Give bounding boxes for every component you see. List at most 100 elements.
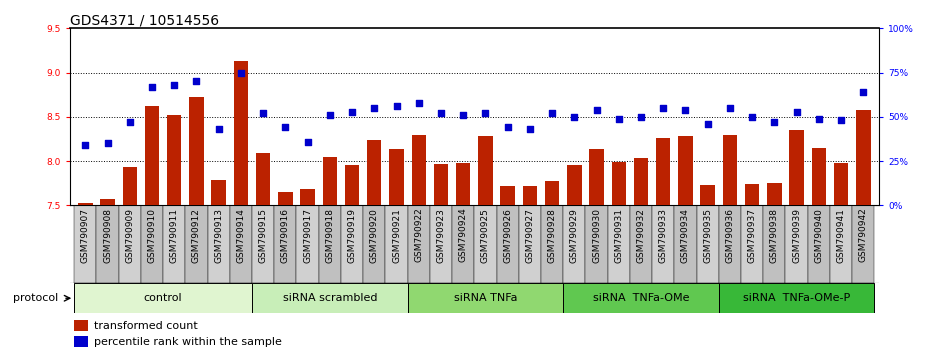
Bar (541, 205, 564, 283)
Text: GSM790922: GSM790922 (414, 208, 423, 262)
Text: GSM790928: GSM790928 (548, 208, 556, 263)
Bar (123, 167, 137, 205)
Text: GSM790937: GSM790937 (748, 208, 757, 263)
Point (611, 116, 626, 121)
Text: GSM790914: GSM790914 (236, 208, 246, 263)
Bar (300, 189, 315, 205)
Bar (430, 205, 452, 283)
Text: GSM790923: GSM790923 (436, 208, 445, 263)
Bar (674, 205, 697, 283)
Point (389, 103, 404, 109)
Bar (523, 186, 538, 205)
Text: GSM790929: GSM790929 (570, 208, 578, 263)
Bar (497, 205, 519, 283)
Bar (74, 205, 97, 283)
Bar (745, 184, 760, 205)
Point (78, 142, 93, 148)
Point (811, 116, 826, 121)
Point (767, 119, 782, 125)
Text: GSM790921: GSM790921 (392, 208, 401, 263)
Text: GSM790932: GSM790932 (636, 208, 645, 263)
Bar (256, 153, 271, 205)
Point (589, 107, 604, 113)
Bar (252, 283, 407, 313)
Text: siRNA TNFa: siRNA TNFa (454, 293, 517, 303)
Bar (697, 205, 719, 283)
Bar (207, 205, 230, 283)
Bar (163, 205, 185, 283)
Bar (633, 158, 648, 205)
Bar (297, 205, 319, 283)
Bar (500, 186, 515, 205)
Text: GSM790939: GSM790939 (792, 208, 801, 263)
Bar (385, 205, 407, 283)
Point (500, 125, 515, 130)
Text: GSM790927: GSM790927 (525, 208, 535, 263)
Bar (73, 320, 88, 331)
Text: GSM790942: GSM790942 (858, 208, 868, 262)
Bar (812, 148, 826, 205)
Bar (586, 205, 607, 283)
Bar (433, 164, 448, 205)
Text: GSM790916: GSM790916 (281, 208, 290, 263)
Text: GSM790907: GSM790907 (81, 208, 90, 263)
Point (123, 119, 138, 125)
Bar (478, 136, 493, 205)
Text: GSM790912: GSM790912 (192, 208, 201, 263)
Point (233, 70, 248, 75)
Bar (564, 205, 586, 283)
Bar (545, 181, 559, 205)
Bar (452, 205, 474, 283)
Bar (830, 205, 852, 283)
Text: GDS4371 / 10514556: GDS4371 / 10514556 (70, 13, 219, 27)
Bar (73, 336, 88, 347)
Bar (411, 136, 426, 205)
Bar (407, 205, 430, 283)
Text: GSM790919: GSM790919 (348, 208, 356, 263)
Bar (852, 205, 874, 283)
Bar (390, 149, 404, 205)
Point (700, 121, 715, 127)
Point (633, 114, 648, 120)
Bar (319, 205, 341, 283)
Point (656, 105, 671, 111)
Point (545, 110, 560, 116)
Bar (808, 205, 830, 283)
Bar (719, 283, 874, 313)
Text: GSM790935: GSM790935 (703, 208, 712, 263)
Bar (252, 205, 274, 283)
Text: GSM790941: GSM790941 (837, 208, 845, 263)
Point (678, 107, 693, 113)
Bar (764, 205, 786, 283)
Bar (590, 149, 604, 205)
Point (189, 79, 204, 84)
Text: GSM790931: GSM790931 (615, 208, 623, 263)
Text: GSM790908: GSM790908 (103, 208, 112, 263)
Text: protocol: protocol (13, 293, 59, 303)
Bar (140, 205, 163, 283)
Bar (233, 61, 248, 205)
Point (723, 105, 737, 111)
Text: GSM790920: GSM790920 (370, 208, 379, 263)
Bar (767, 183, 781, 205)
Bar (167, 115, 181, 205)
Bar (278, 192, 293, 205)
Text: GSM790913: GSM790913 (214, 208, 223, 263)
Text: transformed count: transformed count (94, 321, 198, 331)
Bar (230, 205, 252, 283)
Text: siRNA scrambled: siRNA scrambled (283, 293, 377, 303)
Bar (652, 205, 674, 283)
Text: GSM790936: GSM790936 (725, 208, 735, 263)
Point (166, 82, 181, 88)
Point (211, 126, 226, 132)
Text: GSM790926: GSM790926 (503, 208, 512, 263)
Bar (678, 136, 693, 205)
Text: GSM790933: GSM790933 (658, 208, 668, 263)
Bar (97, 205, 119, 283)
Point (833, 118, 848, 123)
Bar (834, 163, 848, 205)
Text: GSM790938: GSM790938 (770, 208, 779, 263)
Bar (407, 283, 564, 313)
Point (456, 112, 471, 118)
Bar (790, 130, 804, 205)
